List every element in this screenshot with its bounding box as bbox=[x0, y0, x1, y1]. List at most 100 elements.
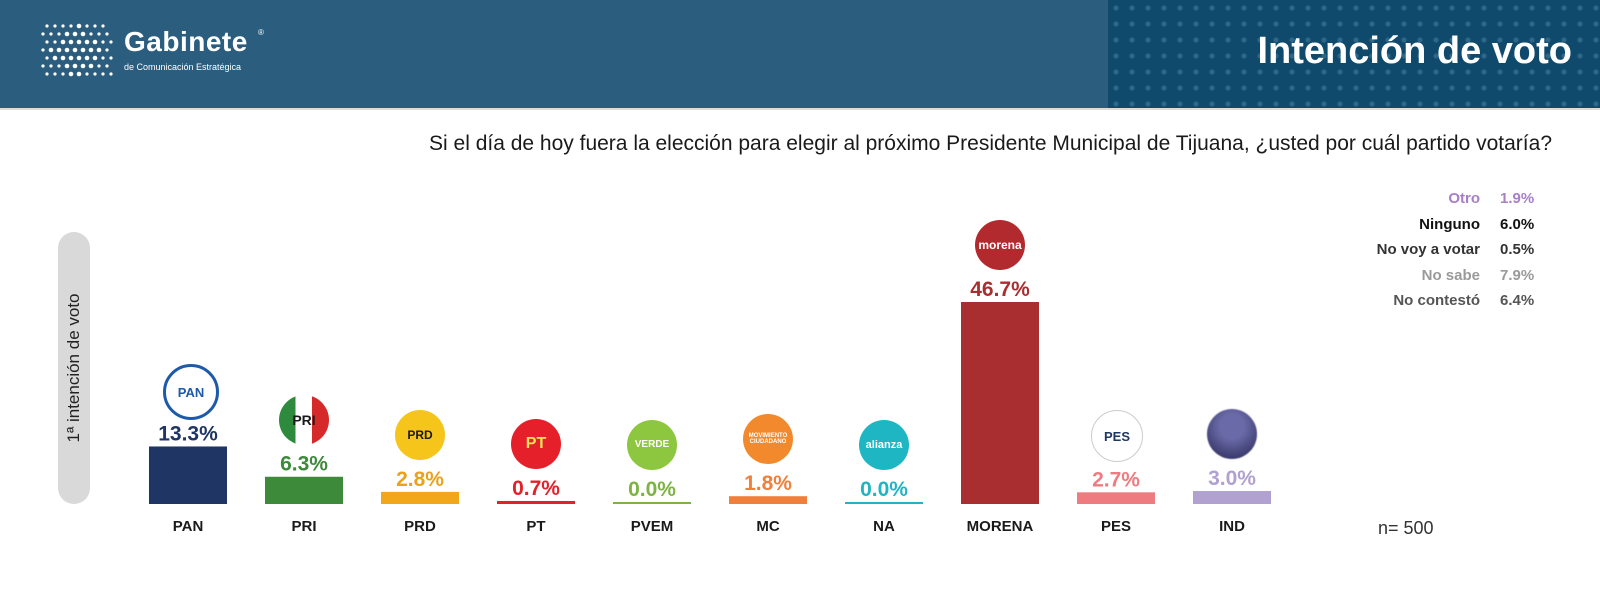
logo-dot bbox=[61, 72, 65, 76]
logo-dot bbox=[57, 32, 61, 36]
logo-dot bbox=[68, 55, 74, 61]
category-label-pri: PRI bbox=[291, 518, 316, 535]
header-divider bbox=[0, 108, 1600, 110]
value-label-na: 0.0% bbox=[860, 478, 908, 501]
brand-name: Gabinete bbox=[124, 26, 248, 57]
logo-dot bbox=[105, 48, 109, 52]
logo-dot bbox=[101, 24, 105, 28]
logo-dot bbox=[92, 39, 98, 45]
logo-dot bbox=[101, 72, 105, 76]
party-logo-pvem-icon: VERDE bbox=[627, 420, 677, 470]
value-label-pes: 2.7% bbox=[1092, 468, 1140, 491]
logo-dot bbox=[85, 24, 89, 28]
legend-label: No sabe bbox=[1421, 266, 1480, 284]
logo-dot bbox=[109, 40, 113, 44]
value-label-pvem: 0.0% bbox=[628, 478, 676, 501]
logo-dot bbox=[41, 48, 45, 52]
category-label-pvem: PVEM bbox=[631, 518, 674, 535]
logo-dot bbox=[69, 24, 73, 28]
category-label-morena: MORENA bbox=[967, 518, 1034, 535]
bar-pan bbox=[149, 446, 227, 504]
logo-dot bbox=[80, 31, 86, 37]
logo-dot bbox=[93, 72, 97, 76]
logo-dot bbox=[60, 39, 66, 45]
logo-dot bbox=[96, 47, 102, 53]
logo-dot bbox=[53, 72, 57, 76]
legend-label: No contestó bbox=[1393, 292, 1480, 309]
bar-morena bbox=[961, 302, 1039, 504]
logo-dot bbox=[61, 24, 65, 28]
logo-dot bbox=[72, 63, 78, 69]
logo-dot bbox=[93, 24, 97, 28]
bar-na bbox=[845, 502, 923, 504]
other-responses-legend: Otro 1.9% Ninguno 6.0% No voy a votar 0.… bbox=[1377, 186, 1542, 314]
legend-value: 6.4% bbox=[1500, 292, 1535, 309]
logo-dot bbox=[49, 64, 53, 68]
logo-dot bbox=[48, 47, 54, 53]
legend-label: Otro bbox=[1448, 190, 1480, 207]
logo-dot bbox=[105, 32, 109, 36]
logo-dot bbox=[64, 63, 70, 69]
logo-dot bbox=[101, 56, 105, 60]
category-label-prd: PRD bbox=[404, 518, 436, 535]
header-title-panel bbox=[1108, 0, 1600, 108]
value-label-pan: 13.3% bbox=[158, 422, 218, 445]
legend-value: 1.9% bbox=[1500, 190, 1535, 207]
sample-size: n= 500 bbox=[1378, 518, 1434, 538]
logo-dot bbox=[68, 71, 74, 77]
logo-dot bbox=[60, 55, 66, 61]
logo-dot bbox=[80, 63, 86, 69]
party-logo-morena-icon: morena bbox=[975, 220, 1025, 270]
party-logo-pri-icon: PRI bbox=[279, 394, 329, 445]
logo-dot bbox=[64, 47, 70, 53]
category-label-pan: PAN bbox=[173, 518, 204, 535]
value-label-morena: 46.7% bbox=[970, 278, 1030, 301]
gabinete-logo: Gabinete ® de Comunicación Estratégica bbox=[40, 12, 300, 98]
bar-prd bbox=[381, 491, 459, 504]
value-label-pri: 6.3% bbox=[280, 453, 328, 476]
logo-dot bbox=[76, 71, 82, 77]
logo-dot bbox=[53, 40, 57, 44]
bar-pvem bbox=[613, 502, 691, 504]
brand-registered-mark: ® bbox=[258, 28, 264, 37]
logo-dot bbox=[84, 55, 90, 61]
legend-value: 0.5% bbox=[1500, 241, 1535, 258]
value-label-ind: 3.0% bbox=[1208, 467, 1256, 490]
hexagon-dots-icon bbox=[41, 23, 113, 77]
party-logo-mc-icon: MOVIMIENTO CIUDADANO bbox=[743, 414, 793, 465]
logo-dot bbox=[92, 55, 98, 61]
page-title: Intención de voto bbox=[1257, 30, 1572, 72]
logo-dot bbox=[101, 40, 105, 44]
legend-row-otro: Otro 1.9% bbox=[1377, 186, 1542, 212]
bar-mc bbox=[729, 496, 807, 504]
logo-dot bbox=[85, 72, 89, 76]
logo-dot bbox=[72, 31, 78, 37]
value-label-prd: 2.8% bbox=[396, 468, 444, 491]
logo-dot bbox=[105, 64, 109, 68]
logo-dot bbox=[45, 56, 49, 60]
logo-dot bbox=[76, 55, 82, 61]
category-label-na: NA bbox=[873, 518, 895, 535]
logo-dot bbox=[64, 31, 70, 37]
logo-dot bbox=[109, 56, 113, 60]
brand-subtitle: de Comunicación Estratégica bbox=[124, 62, 242, 72]
legend-label: Ninguno bbox=[1419, 215, 1480, 233]
logo-dot bbox=[84, 39, 90, 45]
party-logo-pan-icon: PAN bbox=[163, 364, 219, 421]
category-label-mc: MC bbox=[756, 518, 779, 535]
category-label-ind: IND bbox=[1219, 518, 1245, 535]
logo-dot bbox=[76, 23, 82, 29]
value-label-mc: 1.8% bbox=[744, 472, 792, 495]
legend-value: 7.9% bbox=[1500, 266, 1535, 284]
logo-dot bbox=[89, 32, 93, 36]
bar-pri bbox=[265, 476, 343, 504]
survey-question: Si el día de hoy fuera la elección para … bbox=[429, 132, 1552, 155]
legend-label: No voy a votar bbox=[1376, 241, 1480, 258]
party-logo-na-icon: alianza bbox=[859, 420, 909, 470]
legend-row-ninguno: Ninguno 6.0% bbox=[1377, 212, 1542, 238]
party-logo-pes-icon: PES bbox=[1091, 410, 1143, 463]
logo-dot bbox=[45, 72, 49, 76]
bar-ind bbox=[1193, 491, 1271, 504]
category-label-pt: PT bbox=[526, 518, 545, 535]
